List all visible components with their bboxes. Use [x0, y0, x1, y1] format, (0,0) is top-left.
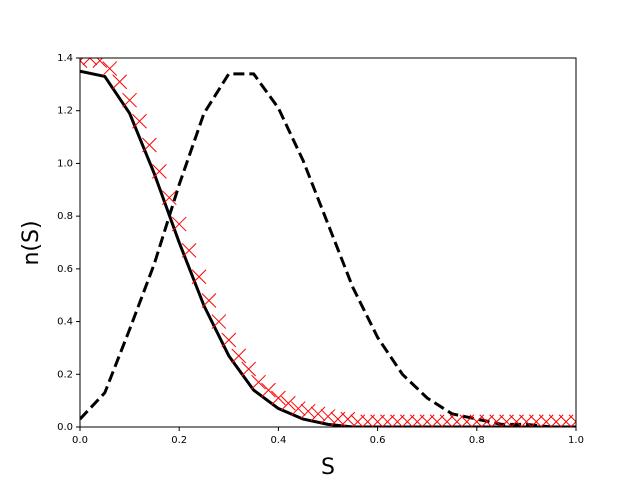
x-marker: [132, 113, 147, 129]
x-marker: [171, 216, 187, 232]
x-marker: [310, 406, 326, 422]
y-axis-label: n(S): [19, 220, 44, 265]
y-tick-label: 1.4: [57, 53, 73, 64]
x-marker: [211, 314, 227, 329]
dashed-line: [80, 72, 576, 427]
x-marker: [112, 74, 128, 90]
solid-line: [80, 69, 576, 427]
y-tick-label: 0.0: [57, 422, 73, 433]
x-marker: [568, 414, 576, 427]
x-marker: [340, 411, 356, 427]
y-tick-label: 1.2: [57, 106, 73, 117]
x-tick-label: 0.6: [370, 435, 386, 446]
y-tick-label: 0.2: [57, 369, 73, 380]
x-tick-label: 0.8: [469, 435, 485, 446]
x-marker: [122, 92, 137, 108]
x-marker: [102, 61, 118, 76]
x-marker: [142, 137, 157, 153]
x-marker: [201, 293, 217, 308]
x-marker: [290, 401, 306, 416]
x-marker: [231, 348, 247, 364]
x-marker: [191, 269, 207, 285]
x-tick-label: 0.2: [171, 435, 187, 446]
plot-frame: [79, 57, 577, 428]
x-tick-label: 0.0: [72, 435, 88, 446]
x-marker: [251, 374, 266, 390]
x-marker: [280, 395, 296, 411]
x-marker: [320, 409, 336, 424]
x-axis-label: S: [321, 455, 335, 480]
x-marker: [181, 243, 197, 258]
x-marker: [92, 58, 108, 68]
x-marker: [161, 190, 177, 206]
y-tick-label: 0.6: [57, 264, 73, 275]
y-tick-label: 1.0: [57, 158, 73, 169]
x-tick-label: 1.0: [568, 435, 584, 446]
x-tick-label: 0.4: [270, 435, 286, 446]
y-tick-label: 0.4: [57, 317, 73, 328]
x-marker: [241, 361, 256, 377]
x-marker: [80, 58, 88, 68]
x-marker: [271, 390, 286, 406]
x-marker: [221, 332, 237, 348]
y-tick-label: 0.8: [57, 211, 73, 222]
x-marker: [300, 403, 316, 419]
x-marker: [261, 382, 276, 398]
x-marker: [82, 58, 98, 66]
x-marker: [152, 163, 167, 179]
plot-area: [80, 58, 576, 427]
